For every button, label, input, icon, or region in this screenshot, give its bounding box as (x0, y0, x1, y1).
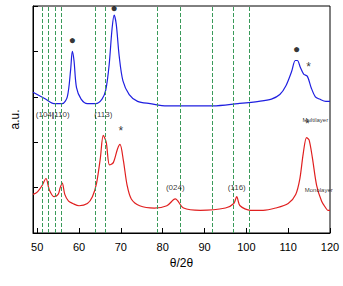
svg-text:a.u.: a.u. (8, 109, 22, 129)
svg-text:70: 70 (115, 241, 127, 253)
svg-text:110: 110 (279, 241, 297, 253)
svg-text:●: ● (293, 42, 300, 56)
svg-text:(110): (110) (52, 110, 70, 119)
svg-text:120: 120 (321, 241, 339, 253)
svg-text:Monolayer: Monolayer (305, 187, 333, 193)
svg-text:(104): (104) (35, 110, 55, 120)
svg-text:*: * (306, 60, 311, 74)
svg-text:90: 90 (198, 241, 210, 253)
svg-text:*: * (119, 124, 124, 138)
svg-text:●: ● (111, 1, 118, 15)
svg-text:100: 100 (237, 241, 255, 253)
svg-text:(113): (113) (94, 110, 112, 119)
svg-text:60: 60 (73, 241, 85, 253)
svg-text:(024): (024) (166, 183, 185, 192)
svg-text:80: 80 (157, 241, 169, 253)
svg-text:50: 50 (31, 241, 43, 253)
svg-text:(116): (116) (228, 183, 246, 192)
svg-text:Multilayer: Multilayer (303, 117, 329, 123)
svg-text:●: ● (69, 33, 76, 47)
svg-text:θ/2θ: θ/2θ (170, 256, 194, 270)
